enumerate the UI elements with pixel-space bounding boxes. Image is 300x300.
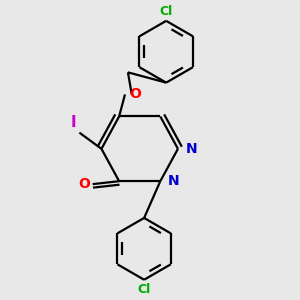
Text: Cl: Cl <box>137 283 151 296</box>
Text: O: O <box>129 87 141 101</box>
Text: N: N <box>185 142 197 156</box>
Text: Cl: Cl <box>160 5 173 18</box>
Text: I: I <box>71 115 76 130</box>
Text: O: O <box>78 177 90 191</box>
Text: N: N <box>168 174 179 188</box>
